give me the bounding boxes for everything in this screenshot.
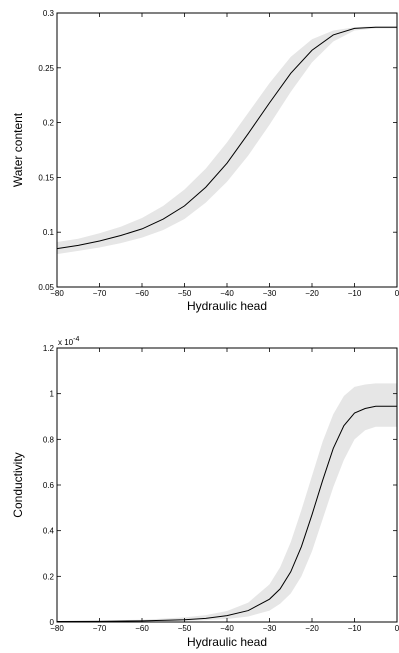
x-tick-label: 0	[395, 624, 399, 633]
y-tick-label: 0.8	[43, 435, 55, 444]
y-tick-label: 0	[50, 618, 55, 627]
conductivity-chart: −80 −70 −60 −50 −40 −30 −20 −10 0 0 0.2 0.4 0.6 0.8 1…	[11, 336, 399, 649]
multiplier-base: x 10	[58, 338, 74, 347]
conductivity-x-axis-label: Hydraulic head	[187, 635, 267, 649]
x-tick-label: −30	[263, 624, 277, 633]
x-tick-label: −20	[305, 624, 319, 633]
water-content-x-axis-label: Hydraulic head	[187, 299, 267, 313]
water-content-x-ticks: −80 −70 −60 −50 −40 −30 −20 −10 0	[50, 13, 399, 298]
x-tick-label: −30	[263, 289, 277, 298]
x-tick-label: −40	[220, 289, 234, 298]
y-tick-label: 0.2	[43, 119, 55, 128]
y-tick-label: 1.2	[43, 344, 55, 353]
y-tick-label: 1	[50, 390, 55, 399]
y-tick-label: 0.2	[43, 572, 55, 581]
x-tick-label: −60	[135, 624, 149, 633]
x-tick-label: −70	[93, 624, 107, 633]
conductivity-x-ticks: −80 −70 −60 −50 −40 −30 −20 −10 0	[50, 348, 399, 633]
y-tick-label: 0.1	[43, 228, 55, 237]
x-tick-label: −20	[305, 289, 319, 298]
water-content-chart: −80 −70 −60 −50 −40 −30 −20 −10 0 0.05 0.1 0.15 0.2…	[11, 9, 399, 313]
y-tick-label: 0.6	[43, 481, 55, 490]
conductivity-y-axis-label: Conductivity	[11, 452, 25, 517]
water-content-y-ticks: 0.05 0.1 0.15 0.2 0.25 0.3	[38, 9, 397, 292]
y-tick-label: 0.25	[38, 64, 54, 73]
x-tick-label: −60	[135, 289, 149, 298]
x-tick-label: −70	[93, 289, 107, 298]
y-tick-label: 0.05	[38, 283, 54, 292]
y-tick-label: 0.15	[38, 173, 54, 182]
x-tick-label: 0	[395, 289, 399, 298]
x-tick-label: −10	[348, 289, 362, 298]
y-tick-label: 0.4	[43, 527, 55, 536]
x-tick-label: −50	[178, 289, 192, 298]
x-tick-label: −50	[178, 624, 192, 633]
water-content-y-axis-label: Water content	[11, 112, 25, 187]
conductivity-y-ticks: 0 0.2 0.4 0.6 0.8 1 1.2	[43, 344, 397, 627]
x-tick-label: −80	[50, 624, 64, 633]
x-tick-label: −40	[220, 624, 234, 633]
conductivity-scale-multiplier: x 10-4	[58, 336, 79, 347]
x-tick-label: −10	[348, 624, 362, 633]
x-tick-label: −80	[50, 289, 64, 298]
y-tick-label: 0.3	[43, 9, 55, 18]
multiplier-exponent: -4	[73, 336, 79, 343]
water-content-curve	[56, 26, 397, 250]
conductivity-uncertainty-band	[57, 383, 397, 622]
